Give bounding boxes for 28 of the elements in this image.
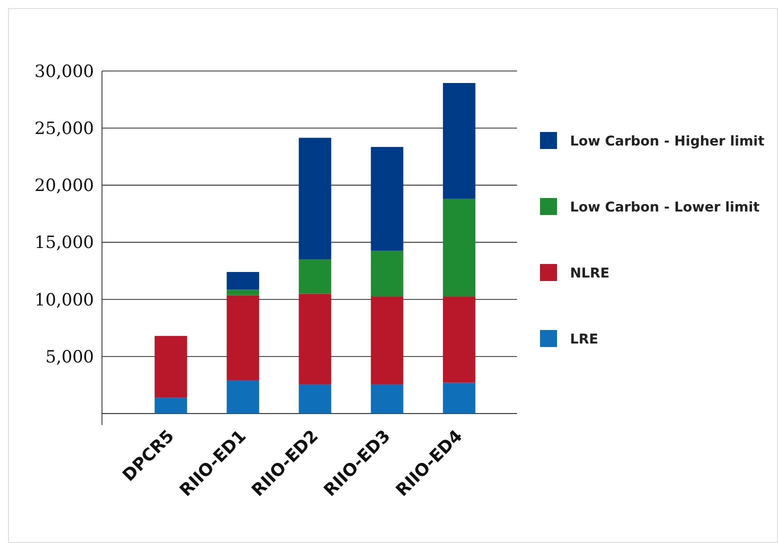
- legend-label: Low Carbon - Higher limit: [570, 134, 765, 150]
- bar: [298, 259, 332, 294]
- bar: [226, 380, 260, 414]
- bar: [370, 384, 404, 414]
- bar: [442, 382, 476, 414]
- bar: [370, 250, 404, 297]
- bar: [370, 296, 404, 384]
- legend-label: LRE: [570, 332, 598, 348]
- bar: [226, 295, 260, 380]
- bar: [298, 384, 332, 414]
- bar: [154, 336, 188, 398]
- y-tick-label: 15,000: [34, 233, 94, 254]
- y-tick-label: 20,000: [34, 176, 94, 196]
- bar: [442, 296, 476, 383]
- bar: [298, 294, 332, 384]
- bar: [226, 272, 260, 290]
- bar: [370, 146, 404, 251]
- bar: [298, 138, 332, 260]
- bar: [226, 290, 260, 296]
- legend-label: Low Carbon - Lower limit: [570, 200, 760, 216]
- y-tick-label: 25,000: [34, 119, 94, 140]
- legend-label: NLRE: [570, 266, 610, 282]
- y-tick-label: 30,000: [34, 62, 94, 82]
- bar: [154, 398, 188, 414]
- y-tick-label: 5,000: [45, 347, 94, 368]
- bar: [442, 198, 476, 297]
- y-tick-label: 10,000: [34, 290, 94, 310]
- bar: [442, 82, 476, 199]
